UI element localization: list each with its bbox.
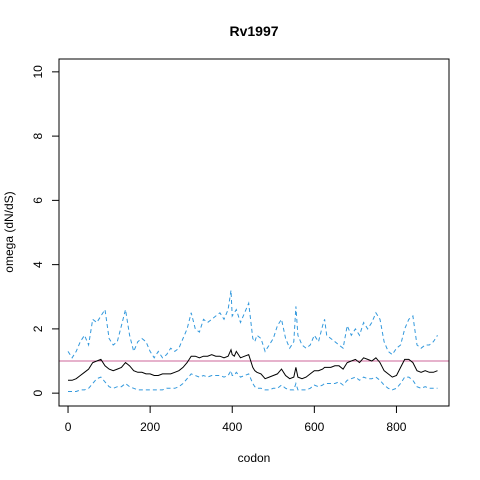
x-axis: 0 200 400 600 800 (65, 405, 407, 434)
x-axis-label: codon (238, 451, 271, 465)
y-tick-label: 8 (31, 132, 45, 139)
x-tick-label: 800 (386, 420, 406, 434)
series-line-estimate (68, 348, 438, 381)
y-tick-label: 4 (31, 261, 45, 268)
x-tick-label: 600 (304, 420, 324, 434)
y-tick-label: 2 (31, 325, 45, 332)
y-axis: 0 2 4 6 8 10 (31, 65, 60, 396)
y-tick-label: 6 (31, 197, 45, 204)
plot-frame (58, 58, 450, 407)
series-line-upper (67, 290, 438, 359)
y-axis-label: omega (dN/dS) (2, 191, 16, 272)
y-tick-label: 10 (31, 65, 45, 79)
y-tick-label: 0 (31, 389, 45, 396)
plot-area (59, 290, 449, 392)
series-line-lower (68, 369, 438, 392)
chart-title: Rv1997 (229, 23, 278, 39)
x-tick-label: 400 (222, 420, 242, 434)
x-tick-label: 200 (140, 420, 160, 434)
x-tick-label: 0 (65, 420, 72, 434)
